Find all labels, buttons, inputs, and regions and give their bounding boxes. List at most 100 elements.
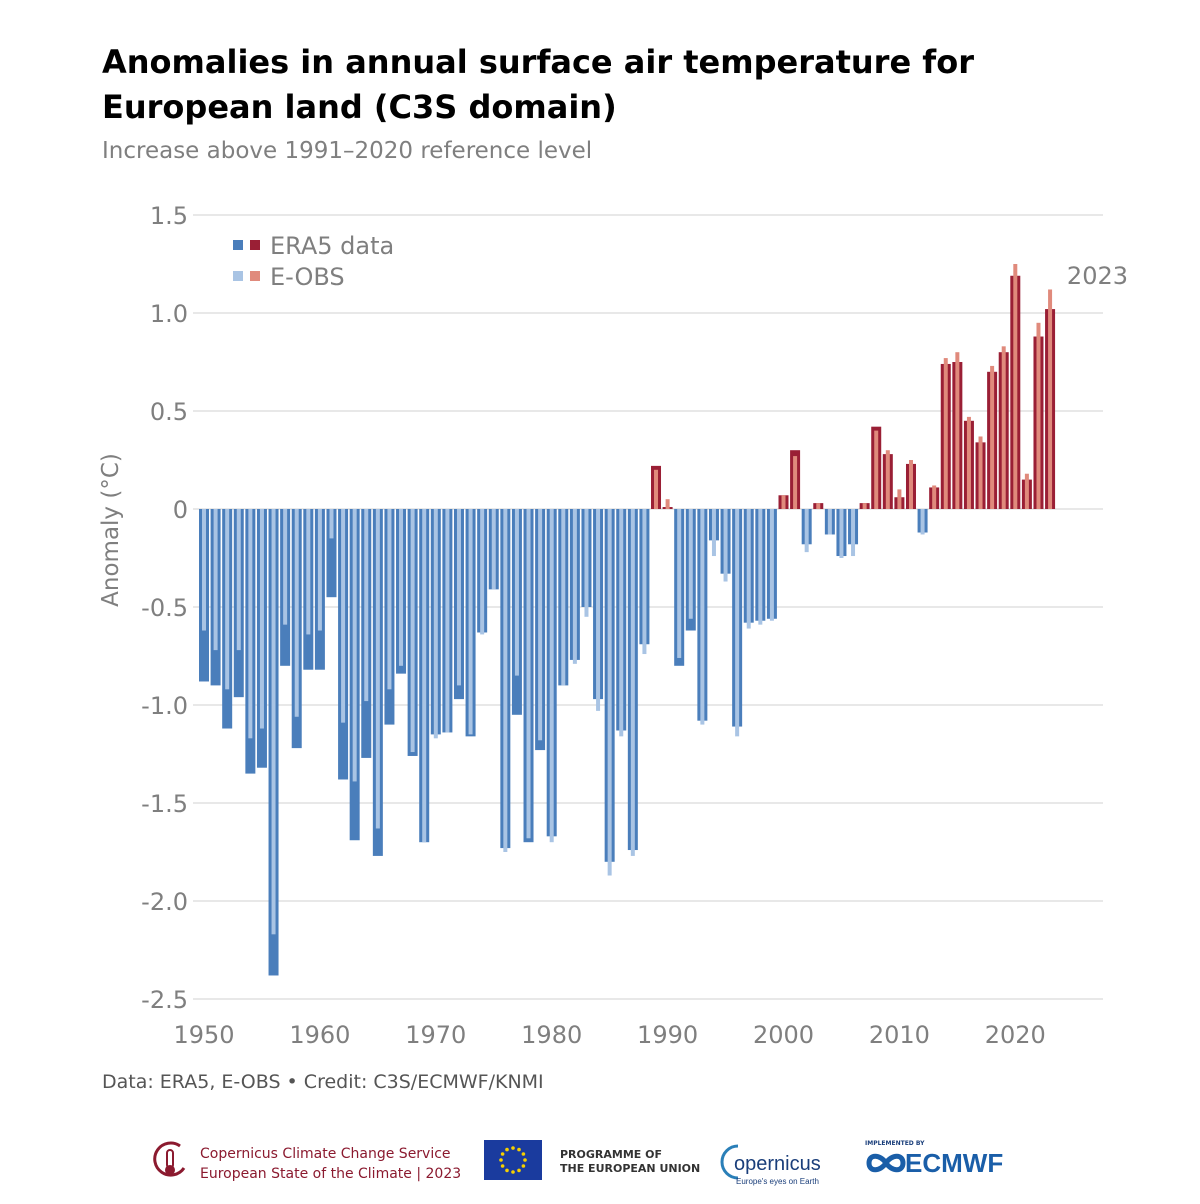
eu-programme-label: PROGRAMME OF THE EUROPEAN UNION — [560, 1148, 700, 1176]
eobs-bar — [723, 509, 728, 582]
eobs-bar — [538, 509, 543, 741]
eobs-bar — [735, 509, 740, 737]
eobs-bar — [259, 509, 264, 729]
eobs-bar — [619, 509, 624, 737]
eobs-bar — [816, 503, 821, 509]
x-tick-label: 2000 — [753, 1021, 814, 1049]
eobs-bar — [202, 509, 206, 631]
eobs-bar — [399, 509, 404, 666]
eobs-bar — [283, 509, 288, 625]
eobs-bar — [433, 509, 438, 739]
eobs-bar — [1024, 473, 1029, 509]
eobs-bar — [654, 469, 659, 509]
ecmwf-wave-icon — [866, 1153, 906, 1173]
eu-flag-logo — [484, 1140, 542, 1180]
y-tick-label: -2.5 — [141, 986, 188, 1014]
eobs-bar — [874, 430, 879, 509]
temperature-anomaly-chart: 1.5 1.0 0.5 0 -0.5 -1.0 -1.5 -2.0 -2.5 Anomaly (°… — [98, 202, 1128, 1049]
x-tick-label: 1980 — [521, 1021, 582, 1049]
data-credit: Data: ERA5, E-OBS • Credit: C3S/ECMWF/KN… — [102, 1071, 544, 1093]
chart-subtitle: Increase above 1991–2020 reference level — [102, 138, 593, 164]
eobs-bar — [341, 509, 346, 723]
eu-label-line2: THE EUROPEAN UNION — [560, 1162, 701, 1175]
legend-swatch-eobs-negative — [233, 271, 243, 281]
eobs-bar — [769, 509, 774, 621]
eobs-bar — [422, 509, 427, 843]
y-tick-label: -0.5 — [141, 594, 188, 622]
eobs-bar — [596, 509, 601, 711]
eobs-bar — [955, 352, 960, 509]
eobs-bar — [236, 509, 241, 651]
y-tick-label: 1.5 — [150, 202, 188, 230]
eu-label-line1: PROGRAMME OF — [560, 1148, 662, 1161]
y-axis-label: Anomaly (°C) — [98, 453, 124, 607]
eobs-bar — [306, 509, 311, 635]
eobs-bar — [572, 509, 577, 664]
eobs-bar — [862, 503, 867, 509]
eobs-bar — [700, 509, 705, 725]
eobs-bar — [746, 509, 751, 629]
eobs-bar — [607, 509, 612, 876]
x-tick-label: 2010 — [869, 1021, 930, 1049]
eobs-bar — [677, 509, 682, 658]
eobs-bar — [491, 509, 496, 590]
legend-swatch-era5-positive — [250, 240, 260, 250]
eobs-bar — [456, 509, 461, 686]
eobs-bar — [758, 509, 763, 625]
eobs-bar — [294, 509, 299, 717]
eobs-bar — [213, 509, 218, 651]
eobs-bar — [804, 509, 809, 553]
c3s-label-line2: European State of the Climate | 2023 — [200, 1166, 462, 1182]
c3s-label-line1: Copernicus Climate Change Service — [200, 1146, 451, 1162]
eobs-bar — [468, 509, 473, 735]
eobs-bar — [584, 509, 589, 617]
eobs-bar — [908, 460, 913, 509]
eobs-bar — [990, 365, 995, 509]
y-tick-label: -1.0 — [141, 692, 188, 720]
eobs-bar — [480, 509, 485, 635]
era5-bar — [326, 509, 337, 598]
ecmwf-logo-text: ECMWF — [905, 1148, 1004, 1178]
eobs-bar — [630, 509, 635, 856]
eobs-bar — [839, 509, 844, 558]
eobs-bar — [1001, 346, 1006, 509]
eobs-bar — [410, 509, 415, 753]
legend-swatch-eobs-positive — [250, 271, 260, 281]
c3s-label: Copernicus Climate Change Service Europe… — [200, 1144, 461, 1204]
x-tick-label: 1950 — [173, 1021, 234, 1049]
y-tick-label: 1.0 — [150, 300, 188, 328]
eobs-bar — [920, 509, 925, 535]
eobs-bar — [503, 509, 508, 852]
y-tick-label: 0.5 — [150, 398, 188, 426]
eobs-bar — [642, 509, 647, 655]
eobs-bar — [1048, 289, 1053, 509]
eobs-bar — [688, 509, 693, 619]
eobs-bar — [885, 450, 890, 509]
eobs-bar — [248, 509, 253, 739]
eobs-bar — [514, 509, 519, 676]
legend-label-eobs: E-OBS — [270, 263, 345, 291]
eobs-bar — [561, 509, 566, 686]
eobs-bar — [781, 495, 786, 509]
eobs-bar — [978, 436, 983, 509]
copernicus-tagline: Europe's eyes on Earth — [736, 1177, 819, 1186]
eobs-bar — [225, 509, 230, 690]
eobs-bar — [549, 509, 554, 843]
legend-label-era5: ERA5 data — [270, 232, 394, 260]
eobs-bar — [897, 489, 902, 509]
y-tick-label: -1.5 — [141, 790, 188, 818]
annotation-2023: 2023 — [1067, 262, 1128, 290]
eobs-bar — [665, 499, 670, 509]
eobs-bar — [1013, 264, 1018, 509]
implemented-by-label: IMPLEMENTED BY — [865, 1140, 925, 1147]
eobs-bar — [317, 509, 322, 631]
eobs-bar — [851, 509, 856, 557]
legend-swatch-era5-negative — [233, 240, 243, 250]
eobs-bar — [352, 509, 357, 782]
eobs-bar — [793, 456, 798, 509]
eobs-bar — [1036, 322, 1041, 509]
eobs-bar — [711, 509, 716, 557]
eobs-bar — [375, 509, 380, 829]
copernicus-logo-text: opernicus — [734, 1153, 821, 1175]
eobs-bar — [329, 509, 334, 539]
